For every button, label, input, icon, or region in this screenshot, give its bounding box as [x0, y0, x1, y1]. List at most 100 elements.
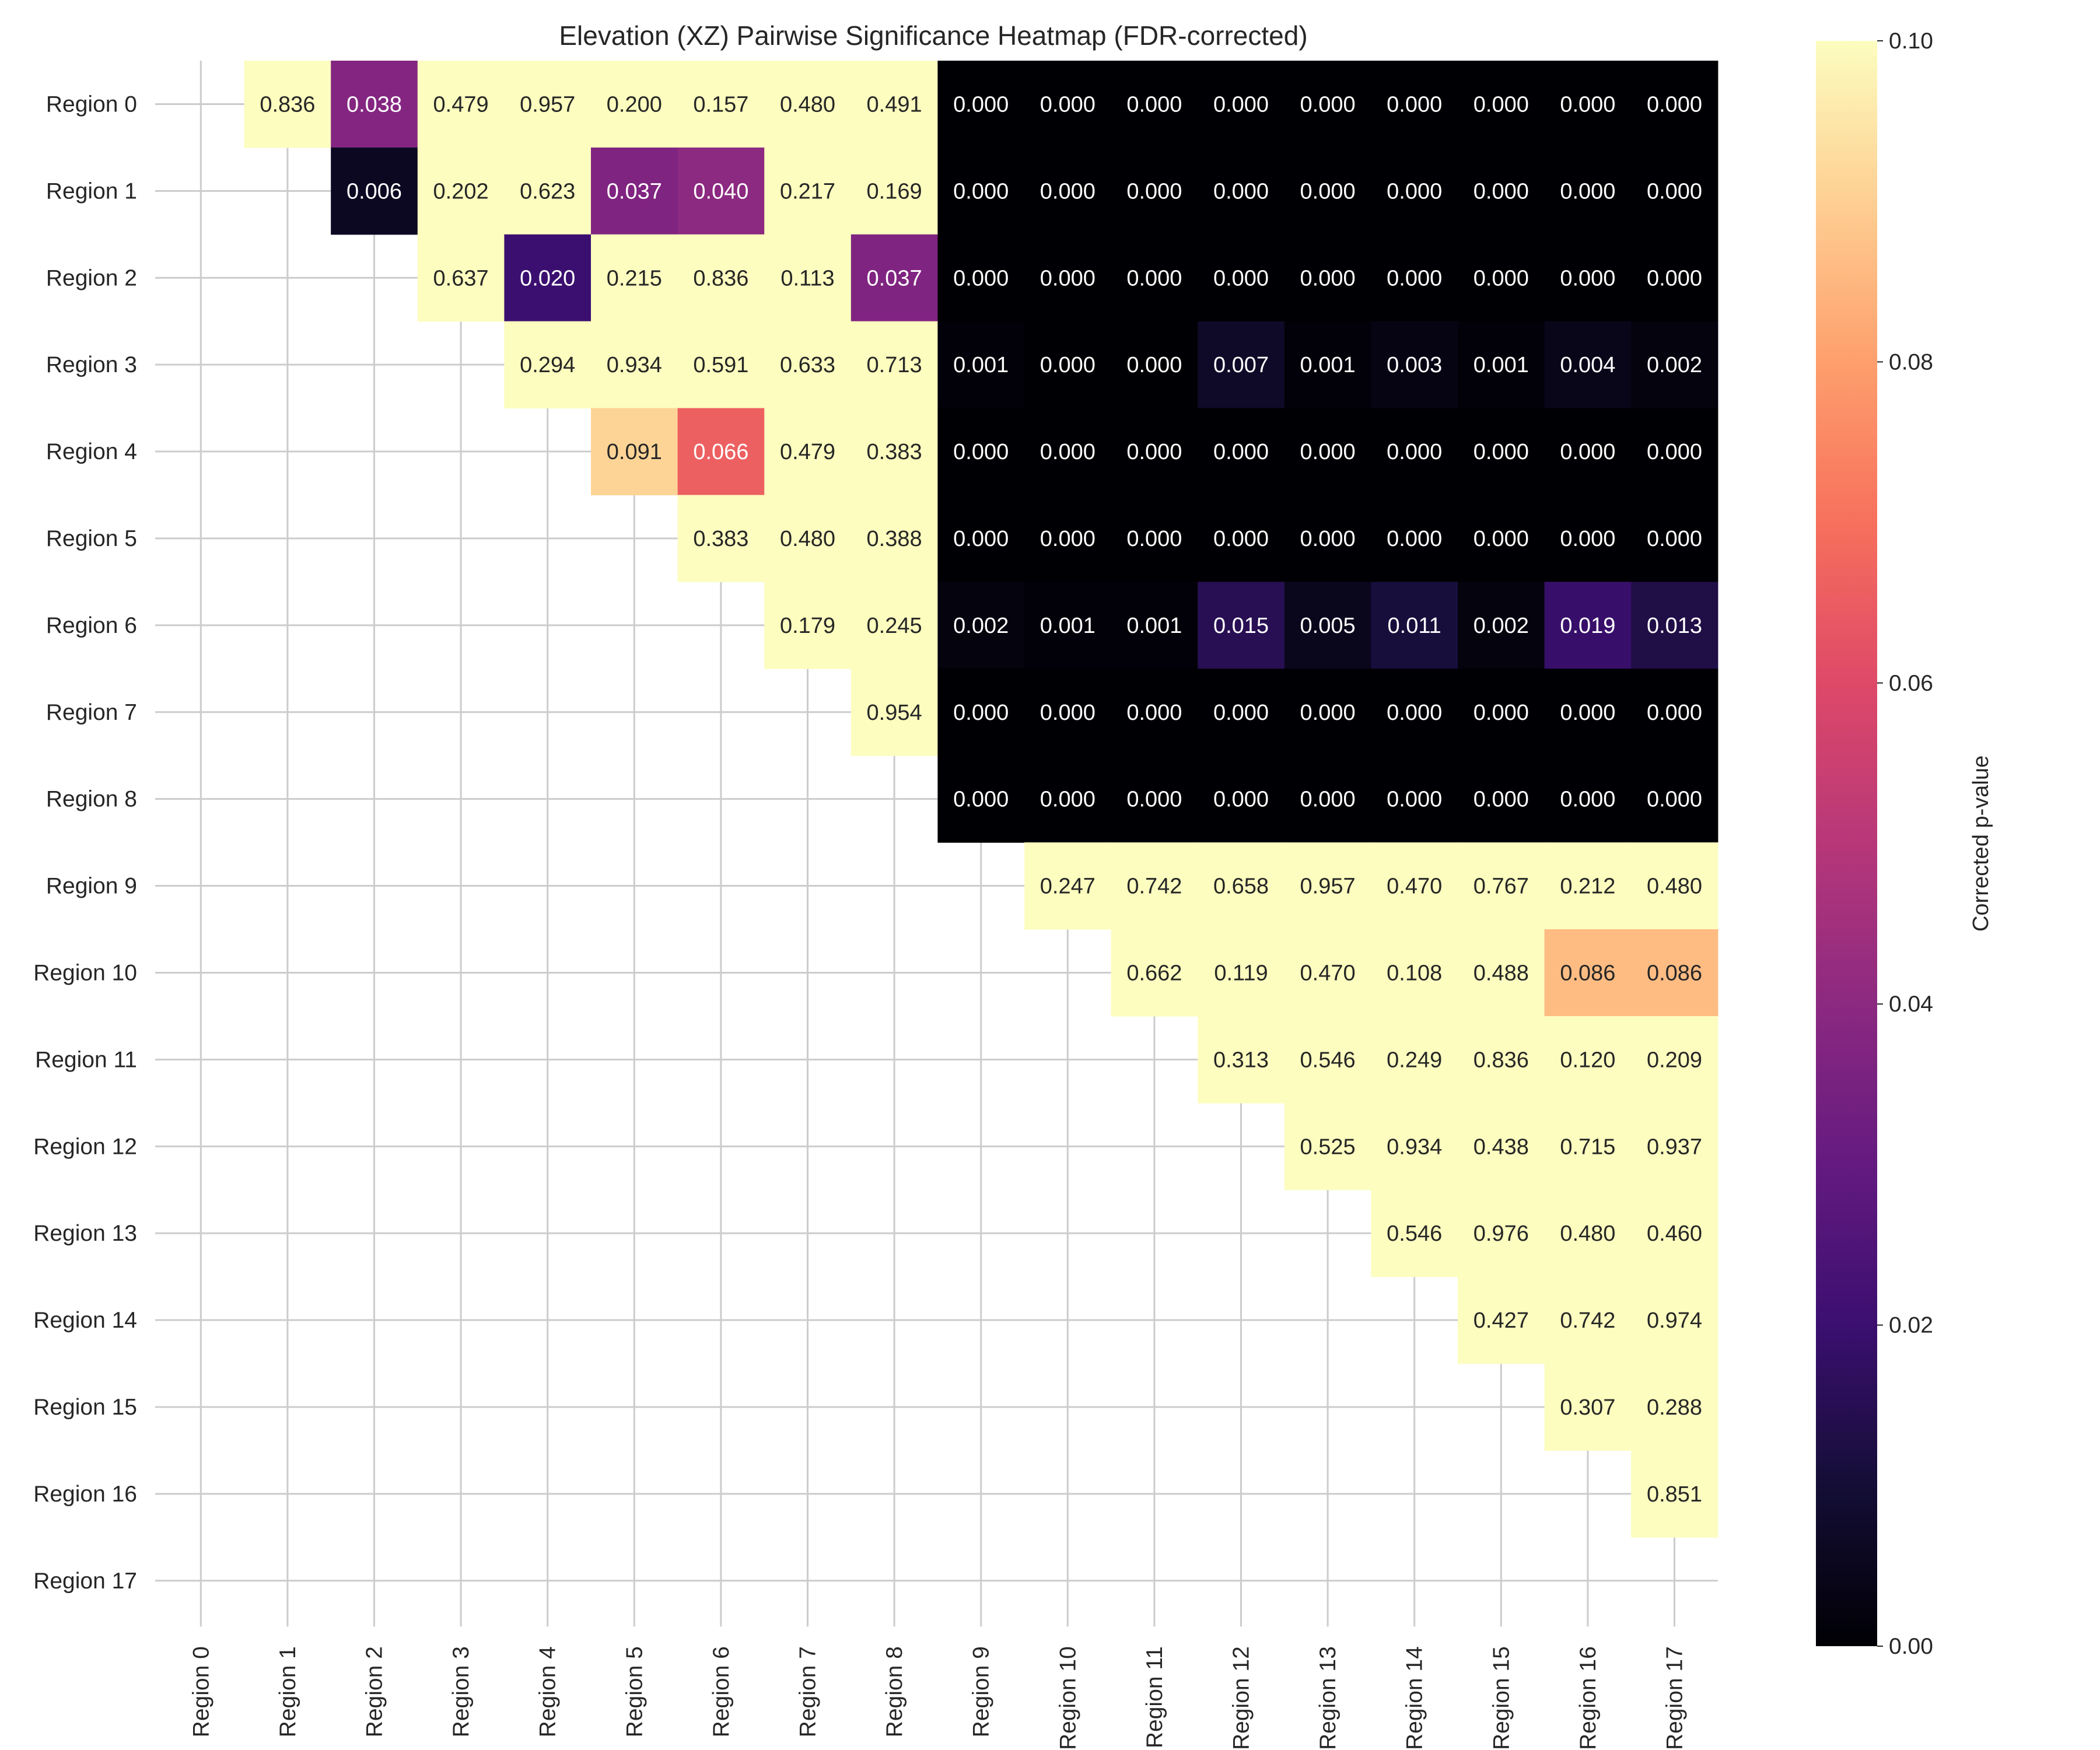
cell-value-label: 0.001: [1040, 614, 1096, 638]
heatmap-cell: [937, 495, 1025, 582]
heatmap-cell: [1458, 1189, 1545, 1278]
heatmap-cell: [591, 147, 678, 235]
colorbar-label: Corrected p-value: [1969, 755, 1993, 932]
x-axis-tick-labels: Region 0 Region 1 Region 2 Region 3 Region 4…: [188, 1646, 1687, 1750]
cell-value-label: 0.000: [1213, 527, 1269, 551]
heatmap-cell: [677, 234, 765, 322]
heatmap-cell: [764, 582, 852, 669]
heatmap-cell: [937, 61, 1025, 148]
x-tick-label: Region 0: [188, 1646, 214, 1737]
heatmap-cell: [1111, 929, 1198, 1017]
heatmap-cell: [1284, 408, 1371, 496]
heatmap-cell: [1111, 147, 1198, 235]
cell-value-label: 0.091: [607, 440, 662, 464]
heatmap-cell: [1544, 234, 1632, 322]
cell-value-label: 0.000: [1213, 701, 1269, 725]
cell-value-label: 0.066: [693, 440, 748, 464]
heatmap-cell: [1198, 1016, 1285, 1104]
x-tick-label: Region 17: [1662, 1646, 1688, 1750]
heatmap-cell: [1631, 408, 1718, 496]
cell-value-label: 0.000: [1040, 788, 1096, 812]
heatmap-cell: [1458, 929, 1545, 1017]
x-tick-label: Region 7: [796, 1646, 821, 1737]
heatmap-cell: [1024, 668, 1112, 756]
x-tick-label: Region 14: [1402, 1646, 1427, 1750]
heatmap-cell: [764, 321, 852, 409]
heatmap-cell: [677, 147, 765, 235]
heatmap-cell: [1284, 755, 1371, 843]
heatmap-cell: [1111, 755, 1198, 843]
cell-value-label: 0.000: [1213, 92, 1269, 117]
cell-value-label: 0.086: [1560, 961, 1615, 985]
heatmap-cell: [1371, 408, 1458, 496]
cell-value-label: 0.000: [1126, 266, 1182, 290]
heatmap-cell: [937, 408, 1025, 496]
heatmap-cell: [1111, 234, 1198, 322]
cell-value-label: 0.480: [780, 92, 835, 117]
heatmap-cell: [1458, 668, 1545, 756]
heatmap-cell: [1371, 234, 1458, 322]
heatmap-cell: [417, 234, 505, 322]
cell-value-label: 0.217: [780, 179, 835, 204]
colorbar: 0.00 0.02 0.04 0.06 0.08 0.10 Corrected p-val…: [1816, 29, 1993, 1659]
cell-value-label: 0.000: [1040, 266, 1096, 290]
cell-value-label: 0.976: [1474, 1222, 1529, 1246]
cell-value-label: 0.934: [607, 353, 662, 377]
cell-value-label: 0.001: [1300, 353, 1356, 377]
y-tick-label: Region 6: [46, 613, 137, 638]
cell-value-label: 0.169: [867, 179, 922, 204]
cell-value-label: 0.000: [1126, 92, 1182, 117]
colorbar-tick-label: 0.10: [1889, 29, 1933, 54]
heatmap-cell: [1371, 495, 1458, 582]
heatmap-cell: [1024, 582, 1112, 669]
cell-value-label: 0.000: [1560, 788, 1615, 812]
heatmap-cell: [1631, 234, 1718, 322]
heatmap-cell: [1631, 755, 1718, 843]
heatmap-cell: [1458, 755, 1545, 843]
x-tick-label: Region 15: [1489, 1646, 1514, 1750]
heatmap-cell: [1458, 234, 1545, 322]
heatmap-cell: [1544, 929, 1632, 1017]
heatmap-cells: [244, 61, 1718, 1538]
cell-value-label: 0.000: [1126, 179, 1182, 204]
heatmap-cell: [1284, 147, 1371, 235]
heatmap-cell: [1631, 1276, 1718, 1364]
heatmap-cell: [1198, 408, 1285, 496]
y-axis-tick-labels: Region 0 Region 1 Region 2 Region 3 Region 4…: [33, 92, 137, 1593]
heatmap-cell: [1544, 1363, 1632, 1451]
heatmap-cell: [1284, 321, 1371, 409]
cell-value-label: 0.480: [780, 527, 835, 551]
heatmap-cell: [1198, 61, 1285, 148]
cell-value-label: 0.470: [1387, 874, 1442, 899]
cell-value-label: 0.108: [1387, 961, 1442, 985]
cell-value-label: 0.002: [1474, 614, 1529, 638]
y-tick-label: Region 15: [33, 1395, 137, 1420]
colorbar-ticks: 0.00 0.02 0.04 0.06 0.08 0.10: [1877, 29, 1933, 1659]
cell-value-label: 0.000: [1300, 527, 1356, 551]
heatmap-cell: [1631, 1016, 1718, 1104]
cell-value-label: 0.001: [953, 353, 1009, 377]
y-tick-label: Region 12: [33, 1134, 137, 1159]
heatmap-cell: [1284, 495, 1371, 582]
heatmap-cell: [1544, 668, 1632, 756]
y-tick-label: Region 1: [46, 178, 137, 204]
heatmap-cell: [1198, 929, 1285, 1017]
heatmap-cell: [937, 755, 1025, 843]
cell-value-label: 0.000: [1474, 179, 1529, 204]
heatmap-cell: [1198, 755, 1285, 843]
x-tick-label: Region 5: [622, 1646, 647, 1737]
y-tick-label: Region 14: [33, 1308, 137, 1333]
cell-value-label: 0.015: [1213, 614, 1269, 638]
heatmap-cell: [417, 61, 505, 148]
y-tick-label: Region 13: [33, 1221, 137, 1246]
cell-value-label: 0.383: [693, 527, 748, 551]
cell-value-label: 0.742: [1126, 874, 1182, 899]
heatmap-cell: [1024, 147, 1112, 235]
cell-value-label: 0.011: [1388, 614, 1441, 638]
heatmap-cell: [1544, 408, 1632, 496]
heatmap-cell: [937, 668, 1025, 756]
y-tick-label: Region 5: [46, 526, 137, 551]
cell-value-label: 0.000: [1040, 353, 1096, 377]
heatmap-cell: [1371, 755, 1458, 843]
